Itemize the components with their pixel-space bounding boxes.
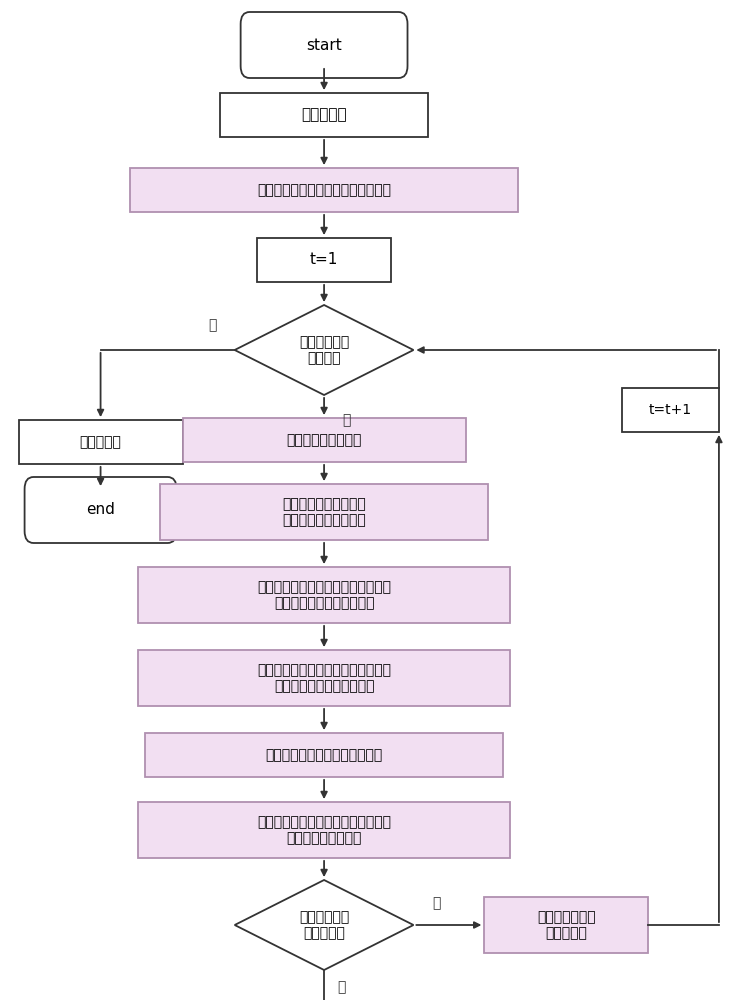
Bar bbox=[138, 802, 510, 858]
Bar bbox=[622, 388, 719, 432]
Polygon shape bbox=[235, 305, 413, 395]
Text: t=1: t=1 bbox=[310, 252, 338, 267]
FancyBboxPatch shape bbox=[241, 12, 408, 78]
Text: 是: 是 bbox=[208, 318, 217, 332]
Text: end: end bbox=[86, 502, 115, 518]
Bar bbox=[138, 567, 510, 623]
FancyBboxPatch shape bbox=[25, 477, 177, 543]
Text: 利用贪婪选择策略从新解和原来的解
中选择收益更高的解: 利用贪婪选择策略从新解和原来的解 中选择收益更高的解 bbox=[257, 815, 391, 845]
Bar bbox=[160, 484, 488, 540]
Bar bbox=[19, 420, 183, 464]
Bar bbox=[183, 418, 466, 462]
Text: 计算所有食物源的适应度値，并得到
每个食物源对应的选择概率: 计算所有食物源的适应度値，并得到 每个食物源对应的选择概率 bbox=[257, 663, 391, 693]
Bar bbox=[484, 897, 648, 953]
Text: 找到最优解: 找到最优解 bbox=[80, 435, 121, 449]
Bar bbox=[145, 733, 503, 777]
Text: 计算适应度値，并记录当前最好的解: 计算适应度値，并记录当前最好的解 bbox=[257, 183, 391, 197]
Polygon shape bbox=[235, 880, 413, 970]
Bar bbox=[257, 238, 391, 282]
Bar bbox=[138, 650, 510, 706]
Text: 判断是否有需
要放弃的解: 判断是否有需 要放弃的解 bbox=[299, 910, 349, 940]
Text: t=t+1: t=t+1 bbox=[649, 403, 692, 417]
Bar bbox=[220, 93, 428, 137]
Text: 是否达到最大
迭代次数: 是否达到最大 迭代次数 bbox=[299, 335, 349, 365]
Text: 是: 是 bbox=[432, 896, 440, 910]
Text: 引领蜂产生变异矢量: 引领蜂产生变异矢量 bbox=[286, 433, 362, 447]
Text: 跟随蜂选择食物源，并产生新解: 跟随蜂选择食物源，并产生新解 bbox=[265, 748, 383, 762]
Text: 否: 否 bbox=[337, 980, 346, 994]
Bar bbox=[130, 168, 518, 212]
Text: 随机产生新解代
替原来的解: 随机产生新解代 替原来的解 bbox=[537, 910, 595, 940]
Text: 否: 否 bbox=[343, 413, 351, 427]
Text: 初始化参数: 初始化参数 bbox=[301, 107, 347, 122]
Text: 利用贪婪选择策略从试验向量和原来
的解之间选择收益率更高的: 利用贪婪选择策略从试验向量和原来 的解之间选择收益率更高的 bbox=[257, 580, 391, 610]
Text: 变异矢量与对应的父代
个体交叉得到试验向量: 变异矢量与对应的父代 个体交叉得到试验向量 bbox=[282, 497, 366, 527]
Text: start: start bbox=[306, 37, 342, 52]
